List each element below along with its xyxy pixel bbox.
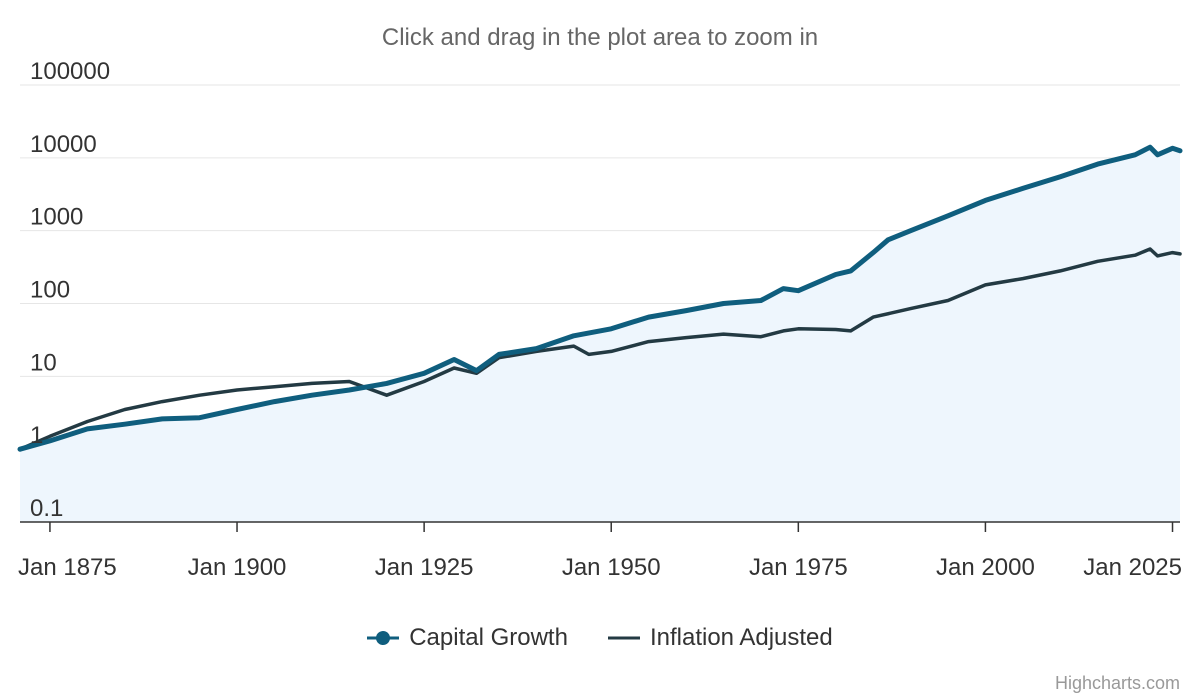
- x-tick-label-jan-2000: Jan 2000: [936, 554, 1035, 581]
- x-tick-label-jan-1925: Jan 1925: [375, 554, 474, 581]
- y-tick-label-100: 100: [30, 277, 70, 304]
- series-line-capital-growth[interactable]: [17, 144, 1183, 452]
- series-layer[interactable]: [17, 144, 1183, 452]
- y-tick-label-10: 10: [30, 349, 57, 376]
- y-tick-label-10000: 10000: [30, 131, 97, 158]
- x-tick-label-jan-1975: Jan 1975: [749, 554, 848, 581]
- legend-label-capital-growth: Capital Growth: [409, 624, 568, 651]
- series-line-inflation-adjusted[interactable]: [18, 247, 1182, 451]
- x-axis-labels: Jan 1875 Jan 1900 Jan 1925 Jan 1950 Jan 1975…: [18, 554, 1182, 581]
- x-tick-label-jan-1900: Jan 1900: [188, 554, 287, 581]
- x-tick-label-jan-2025: Jan 2025: [1083, 554, 1182, 581]
- y-tick-label-100000: 100000: [30, 58, 110, 85]
- legend-symbol-capital-growth: [367, 631, 400, 645]
- chart-subtitle: Click and drag in the plot area to zoom …: [381, 24, 819, 51]
- area-layer: [20, 147, 1180, 522]
- y-tick-label-0.1: 0.1: [30, 495, 63, 522]
- x-tick-label-jan-1950: Jan 1950: [562, 554, 661, 581]
- legend-item-inflation-adjusted[interactable]: Inflation Adjusted: [607, 624, 833, 652]
- x-tick-label-jan-1875: Jan 1875: [18, 554, 117, 581]
- y-tick-label-1000: 1000: [30, 204, 83, 231]
- legend: Capital Growth Inflation Adjusted: [0, 624, 1200, 652]
- credits-link[interactable]: Highcharts.com: [1054, 673, 1180, 693]
- legend-symbol-inflation-adjusted: [607, 636, 640, 640]
- legend-label-inflation-adjusted: Inflation Adjusted: [649, 624, 833, 651]
- y-tick-label-1: 1: [30, 422, 43, 449]
- legend-item-capital-growth[interactable]: Capital Growth: [367, 624, 568, 652]
- y-axis-labels: 100000 10000 1000 100 10 1 0.1: [30, 58, 110, 522]
- capital-growth-area: [20, 147, 1180, 522]
- axis-layer: [20, 521, 1180, 532]
